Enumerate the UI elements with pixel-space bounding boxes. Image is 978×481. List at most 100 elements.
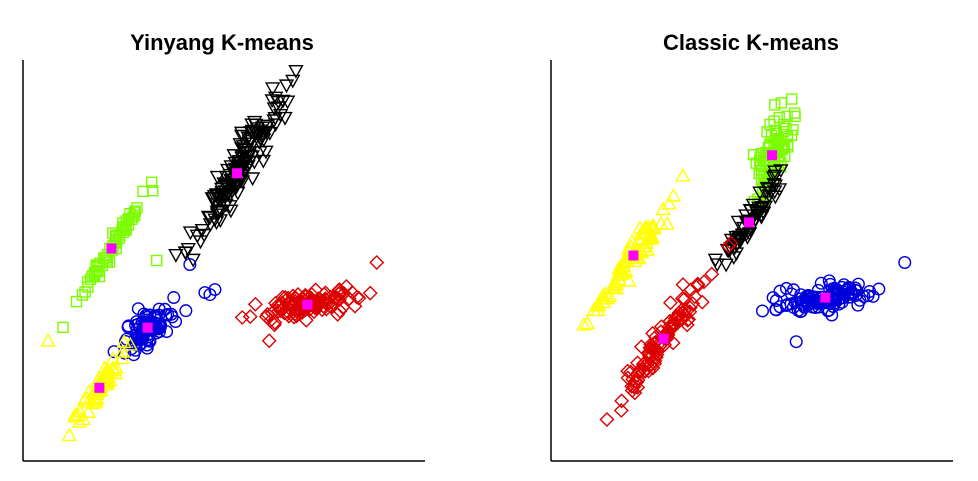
- scatter-point-triangle-down: [244, 172, 261, 187]
- scatter-point-diamond: [317, 291, 333, 307]
- scatter-point-triangle-down: [266, 102, 283, 117]
- scatter-point-triangle-down: [243, 134, 259, 149]
- scatter-point-triangle-up: [620, 241, 636, 256]
- scatter-point-diamond: [680, 312, 696, 328]
- scatter-point-diamond: [636, 358, 652, 374]
- scatter-point-triangle-down: [752, 205, 768, 220]
- panel-yinyang: Yinyang K-means: [22, 30, 425, 462]
- scatter-point-triangle-down: [213, 204, 229, 219]
- scatter-point-diamond: [720, 238, 736, 254]
- scatter-point-diamond: [332, 303, 348, 319]
- scatter-point-square: [145, 176, 158, 189]
- scatter-point-diamond: [267, 315, 283, 331]
- scatter-point-triangle-down: [228, 181, 244, 196]
- scatter-point-triangle-down: [185, 253, 201, 268]
- scatter-point-triangle-up: [114, 350, 130, 365]
- scatter-point-triangle-down: [718, 258, 734, 273]
- scatter-point-triangle-up: [80, 404, 97, 418]
- scatter-point-square: [750, 157, 762, 169]
- scatter-point-diamond: [694, 294, 710, 310]
- scatter-point-square: [786, 93, 798, 105]
- scatter-point-circle: [167, 291, 181, 305]
- scatter-point-triangle-up: [596, 290, 612, 305]
- scatter-point-triangle-down: [244, 124, 260, 139]
- scatter-point-triangle-down: [168, 248, 184, 263]
- scatter-point-diamond: [645, 347, 661, 363]
- scatter-point-diamond: [614, 393, 630, 409]
- scatter-point-diamond: [667, 316, 683, 332]
- scatter-point-triangle-up: [576, 316, 592, 331]
- scatter-point-circle: [161, 307, 175, 321]
- scatter-point-triangle-down: [259, 119, 276, 134]
- scatter-point-triangle-down: [761, 189, 777, 204]
- scatter-point-triangle-up: [586, 302, 602, 316]
- scatter-point-circle: [793, 305, 807, 319]
- scatter-point-triangle-up: [61, 427, 77, 442]
- scatter-point-diamond: [690, 276, 706, 292]
- scatter-point-triangle-down: [192, 235, 209, 250]
- scatter-point-triangle-down: [177, 246, 193, 261]
- scatter-point-circle: [755, 304, 769, 318]
- cluster-centroids: [94, 168, 313, 393]
- chart-title: Classic K-means: [663, 30, 839, 55]
- scatter-point-triangle-down: [255, 121, 271, 136]
- scatter-point-triangle-up: [71, 413, 87, 428]
- scatter-point-triangle-down: [277, 111, 293, 126]
- scatter-point-square: [137, 185, 149, 198]
- scatter-point-diamond: [362, 285, 378, 301]
- scatter-point-circle: [773, 300, 787, 314]
- scatter-point-diamond: [599, 412, 615, 428]
- scatter-point-diamond: [351, 290, 367, 306]
- scatter-point-circle: [850, 284, 864, 298]
- scatter-point-triangle-up: [605, 279, 621, 293]
- scatter-point-diamond: [641, 348, 657, 364]
- scatter-point-diamond: [234, 309, 250, 325]
- scatter-point-circle: [169, 315, 183, 329]
- scatter-point-triangle-down: [208, 216, 225, 231]
- scatter-point-square: [127, 211, 139, 223]
- scatter-point-square: [84, 273, 97, 285]
- scatter-point-circle: [766, 291, 780, 305]
- scatter-point-square: [150, 254, 163, 267]
- scatter-point-square: [781, 110, 793, 122]
- scatter-point-circle: [801, 289, 815, 303]
- scatter-point-circle: [840, 283, 854, 297]
- scatter-point-triangle-down: [255, 154, 272, 169]
- scatter-point-diamond: [331, 292, 347, 308]
- scatter-point-diamond: [289, 303, 305, 319]
- scatter-points: [40, 64, 385, 442]
- scatter-point-triangle-down: [220, 185, 237, 199]
- scatter-point-square: [120, 220, 133, 232]
- scatter-point-circle: [131, 302, 145, 316]
- scatter-point-diamond: [625, 371, 641, 387]
- scatter-point-diamond: [674, 311, 690, 327]
- scatter-point-triangle-up: [639, 241, 656, 256]
- scatter-point-triangle-down: [752, 186, 768, 201]
- chart-title: Yinyang K-means: [130, 30, 314, 55]
- scatter-point-diamond: [247, 296, 263, 312]
- centroid-marker: [767, 150, 778, 161]
- scatter-point-circle: [898, 256, 912, 270]
- scatter-point-circle: [130, 315, 144, 329]
- scatter-point-square: [57, 321, 69, 334]
- scatter-point-triangle-down: [709, 258, 725, 273]
- scatter-point-circle: [122, 319, 136, 333]
- scatter-point-triangle-down: [255, 129, 271, 144]
- scatter-point-triangle-up: [661, 195, 677, 210]
- scatter-point-circle: [828, 296, 842, 310]
- scatter-point-circle: [853, 293, 867, 307]
- scatter-point-triangle-down: [728, 230, 744, 245]
- scatter-point-circle: [139, 308, 153, 322]
- scatter-point-diamond: [704, 266, 720, 282]
- scatter-point-triangle-up: [659, 215, 675, 230]
- scatter-point-triangle-up: [632, 220, 648, 234]
- scatter-point-triangle-down: [278, 79, 295, 94]
- scatter-point-triangle-down: [242, 146, 258, 160]
- scatter-point-triangle-up: [608, 275, 625, 290]
- scatter-point-triangle-up: [107, 365, 124, 380]
- scatter-point-diamond: [277, 289, 293, 305]
- scatter-point-diamond: [641, 363, 657, 379]
- centroid-marker: [743, 217, 754, 228]
- centroid-marker: [302, 299, 313, 310]
- scatter-point-square: [117, 221, 129, 233]
